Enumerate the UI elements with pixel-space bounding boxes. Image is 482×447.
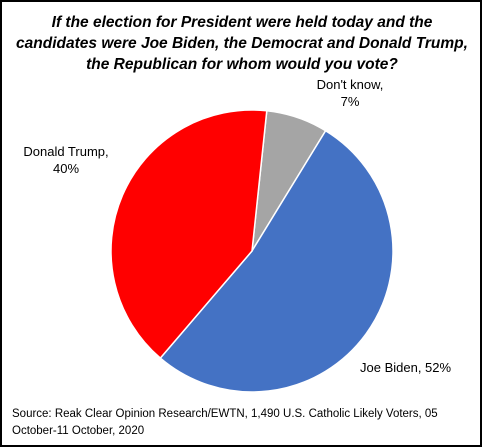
slice-label-trump-value: 40% — [52, 161, 80, 176]
slice-trump — [110, 109, 268, 360]
slice-label-dont-know-name: Don't know, — [316, 77, 384, 92]
chart-title: If the election for President were held … — [16, 14, 468, 73]
slice-label-dont-know-value: 7% — [340, 94, 360, 109]
slice-biden — [159, 129, 394, 393]
slice-label-trump: Donald Trump, 40% — [18, 143, 114, 177]
slice-label-biden: Joe Biden, 52% — [360, 360, 452, 375]
source-note: Source: Reak Clear Opinion Research/EWTN… — [12, 408, 438, 437]
slice-label-trump-name: Donald Trump, — [23, 144, 109, 159]
slice-label-dont-know: Don't know, 7% — [304, 76, 396, 110]
